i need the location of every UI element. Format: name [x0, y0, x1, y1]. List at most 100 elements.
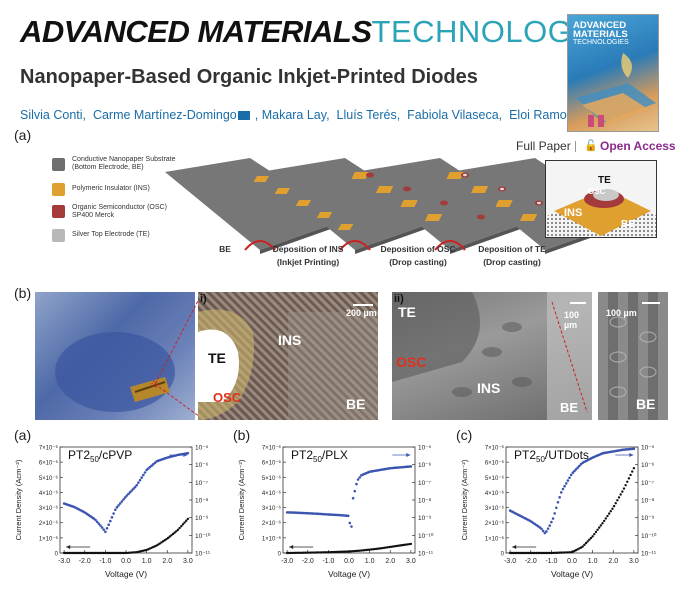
data-point-log: [571, 471, 575, 474]
data-point-linear: [601, 522, 604, 525]
data-point-log: [142, 473, 145, 477]
data-point-linear: [533, 551, 537, 555]
data-point-linear: [90, 551, 94, 555]
scale-bar-label: 100 µm: [564, 310, 580, 330]
data-point-linear: [82, 551, 86, 555]
x-tick-label: -1.0: [99, 558, 111, 565]
arrow-head: [183, 453, 188, 457]
data-point-log: [355, 482, 358, 486]
author-link[interactable]: Fabiola Vilaseca,: [407, 108, 503, 122]
data-point-linear: [86, 551, 89, 555]
journal-cover-image[interactable]: ADVANCED MATERIALS TECHNOLOGIES: [567, 14, 659, 132]
x-tick-label: -3.0: [58, 558, 70, 565]
author-link[interactable]: Carme Martínez-Domingo: [92, 108, 237, 122]
data-point-log: [138, 478, 142, 482]
scale-bar: [642, 302, 660, 304]
data-point-linear: [525, 551, 528, 555]
x-tick-label: 2.0: [385, 558, 395, 565]
data-point-linear: [522, 551, 525, 555]
arrow-head: [66, 545, 71, 549]
iv-chart-cpvp: PT250/cPVP -3.0 -2.0 -1.0 0.0 1.0 2.0 3.0 0 1×10⁻…: [14, 445, 211, 580]
fabrication-legend: Conductive Nanopaper Substrate (Bottom E…: [52, 156, 177, 244]
divider: [575, 141, 576, 152]
ins-label: INS: [477, 380, 501, 396]
data-point-log: [140, 476, 143, 479]
data-point-log: [548, 524, 552, 527]
data-point-log: [117, 504, 120, 507]
data-point-log: [137, 481, 140, 484]
y-right-tick-label: 10⁻¹⁰: [641, 532, 657, 540]
author-link[interactable]: Silvia Conti,: [20, 108, 86, 122]
data-point-log: [105, 526, 109, 530]
y-tick-label: 3×10⁻⁶: [262, 505, 282, 512]
data-point-log: [543, 531, 547, 535]
data-point-linear: [621, 490, 624, 493]
x-tick-label: 0.0: [567, 558, 577, 565]
y-right-tick-label: 10⁻⁹: [418, 515, 432, 522]
data-point-linear: [100, 551, 104, 555]
author-link[interactable]: Eloi Ramon: [509, 108, 574, 122]
y-tick-label: 2×10⁻⁶: [39, 520, 59, 527]
data-point-log: [109, 519, 112, 523]
cover-title: ADVANCED MATERIALS: [573, 20, 628, 40]
x-tick-label: -2.0: [79, 558, 91, 565]
data-point-linear: [81, 551, 84, 555]
be-label: BE: [636, 396, 656, 412]
y-right-tick-label: 10⁻¹⁰: [418, 532, 434, 540]
y-right-tick-label: 10⁻⁶: [641, 462, 655, 469]
x-axis-label: Voltage (V): [328, 569, 370, 579]
author-link[interactable]: Makara Lay,: [261, 108, 330, 122]
y-right-tick-label: 10⁻⁹: [195, 515, 209, 522]
y-right-tick-label: 10⁻¹⁰: [195, 532, 211, 540]
data-point-linear: [611, 507, 614, 510]
data-point-linear: [602, 519, 606, 523]
data-point-linear: [606, 514, 609, 518]
data-point-linear: [629, 473, 632, 477]
x-axis-label: Voltage (V): [551, 569, 593, 579]
device-zoom-inset: TE OSC INS BE: [545, 160, 657, 238]
stage-label: Deposition of TE (Drop casting): [478, 244, 546, 267]
email-icon[interactable]: [237, 111, 250, 121]
journal-title: ADVANCED MATERIALSTECHNOLOGIES: [20, 14, 624, 50]
data-point-linear: [596, 528, 599, 532]
x-tick-label: 3.0: [406, 558, 416, 565]
legend-item: Organic Semiconductor (OSC) SP400 Merck: [52, 202, 177, 226]
data-point-linear: [586, 540, 589, 543]
osc-label: OSC: [396, 354, 427, 370]
process-arrow: [339, 240, 371, 251]
chart-label-a: (a): [14, 427, 32, 443]
data-point-linear: [74, 551, 77, 555]
legend-swatch: [52, 183, 65, 196]
data-point-linear: [102, 551, 105, 555]
data-point-log: [94, 518, 97, 522]
zoom-lines: [154, 296, 201, 418]
data-point-linear: [92, 551, 96, 555]
x-tick-label: 1.0: [142, 558, 152, 565]
data-point-linear: [588, 538, 591, 541]
legend-item: Silver Top Electrode (TE): [52, 226, 177, 244]
data-point-linear: [515, 551, 518, 555]
author-link[interactable]: Lluís Terés,: [336, 108, 401, 122]
data-point-linear: [632, 467, 636, 470]
paper-title[interactable]: Nanopaper-Based Organic Inkjet-Printed D…: [20, 66, 478, 88]
data-point-linear: [165, 537, 168, 541]
cover-subtitle: TECHNOLOGIES: [573, 39, 629, 46]
legend-swatch: [52, 158, 65, 171]
data-point-linear: [94, 551, 97, 555]
x-tick-label: 2.0: [162, 558, 172, 565]
x-tick-label: -3.0: [281, 558, 293, 565]
x-tick-label: 0.0: [344, 558, 354, 565]
open-access-badge[interactable]: Open Access: [600, 139, 676, 153]
data-point-linear: [104, 551, 107, 555]
data-point-log: [563, 484, 566, 488]
legend-item: Conductive Nanopaper Substrate (Bottom E…: [52, 156, 177, 180]
y-tick-label: 6×10⁻⁶: [39, 460, 59, 467]
legend-item: Polymeric Insulator (INS): [52, 180, 177, 202]
data-point-linear: [512, 551, 515, 555]
data-point-linear: [183, 521, 186, 524]
data-point-linear: [545, 551, 548, 555]
panel-label-i: i): [200, 293, 207, 305]
data-point-linear: [508, 551, 512, 555]
iv-chart-utdots: PT250/UTDots -3.0 -2.0 -1.0 0.0 1.0 2.0 3.0 0 1×1…: [460, 445, 657, 580]
article-type: Full Paper: [516, 139, 571, 153]
